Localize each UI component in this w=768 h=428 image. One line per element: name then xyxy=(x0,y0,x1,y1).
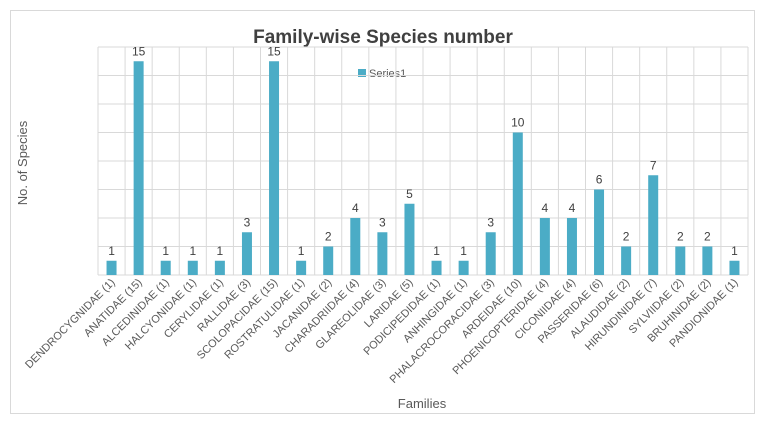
data-label: 1 xyxy=(433,244,440,258)
data-label: 1 xyxy=(731,244,738,258)
data-label: 2 xyxy=(325,230,332,244)
legend-swatch xyxy=(358,69,366,77)
data-label: 15 xyxy=(267,44,281,58)
data-label: 1 xyxy=(217,244,224,258)
bar xyxy=(675,246,686,275)
data-label: 6 xyxy=(596,173,603,187)
data-label: 15 xyxy=(132,44,146,58)
bar xyxy=(160,260,171,275)
bar xyxy=(648,175,659,275)
category-labels: DENDROCYGNIDAE (1)ANATIDAE (15)ALCEDINID… xyxy=(23,277,740,386)
bar xyxy=(404,203,415,275)
data-label: 1 xyxy=(108,244,115,258)
y-axis-title: No. of Species xyxy=(15,120,30,205)
bars xyxy=(106,61,740,275)
data-label: 5 xyxy=(406,187,413,201)
x-axis-title: Families xyxy=(398,396,447,411)
data-label: 2 xyxy=(623,230,630,244)
chart-title: Family-wise Species number xyxy=(253,27,513,48)
data-label: 1 xyxy=(162,244,169,258)
bar xyxy=(214,260,225,275)
bar xyxy=(702,246,713,275)
data-label: 3 xyxy=(487,215,494,229)
bar xyxy=(539,218,550,275)
data-label: 3 xyxy=(379,215,386,229)
data-label: 1 xyxy=(189,244,196,258)
gridlines xyxy=(97,46,749,276)
bar xyxy=(729,260,740,275)
bar xyxy=(621,246,632,275)
data-label: 1 xyxy=(298,244,305,258)
bar xyxy=(485,232,496,275)
bar xyxy=(269,61,280,275)
bar xyxy=(323,246,334,275)
data-label: 4 xyxy=(352,201,359,215)
data-label: 3 xyxy=(244,215,251,229)
data-label: 2 xyxy=(704,230,711,244)
bar xyxy=(594,189,605,275)
legend-label: Series1 xyxy=(369,68,406,80)
bar xyxy=(431,260,442,275)
bar xyxy=(377,232,388,275)
data-label: 10 xyxy=(511,116,525,130)
bar xyxy=(350,218,361,275)
bar xyxy=(133,61,144,275)
bar xyxy=(458,260,469,275)
data-label: 7 xyxy=(650,158,657,172)
data-label: 4 xyxy=(542,201,549,215)
bar xyxy=(296,260,307,275)
bar xyxy=(187,260,198,275)
bar xyxy=(512,132,523,275)
data-labels: 1 15 1 1 1 3 15 1 2 4 3 5 1 1 3 10 4 4 6 2 7 2 2 1 xyxy=(108,44,738,258)
bar xyxy=(566,218,577,275)
data-label: 1 xyxy=(460,244,467,258)
bar xyxy=(106,260,117,275)
data-label: 4 xyxy=(569,201,576,215)
data-label: 2 xyxy=(677,230,684,244)
bar xyxy=(241,232,252,275)
legend: Series1 xyxy=(358,68,406,80)
